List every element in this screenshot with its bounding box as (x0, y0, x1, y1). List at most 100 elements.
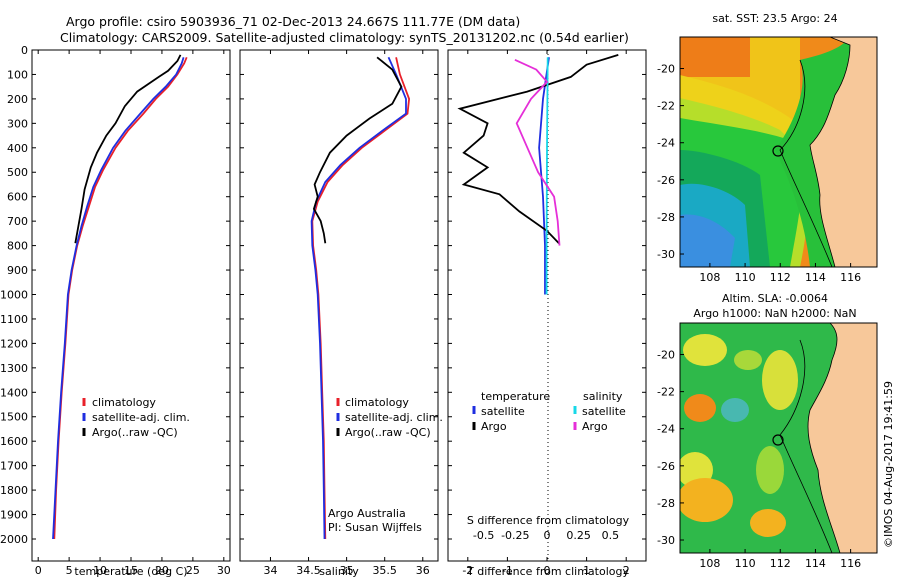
lat-tick-label: -28 (657, 497, 675, 510)
depth-tick-label: 200 (7, 93, 28, 106)
temperature-legend: climatology satellite-adj. clim. Argo(..… (82, 396, 190, 439)
s-diff-label: S difference from climatology (467, 514, 630, 527)
depth-tick-label: 300 (7, 117, 28, 130)
sst-argo-marker (772, 145, 784, 157)
sla-map: Altim. SLA: -0.0064 Argo h1000: NaN h200… (657, 292, 878, 570)
depth-tick-label: 600 (7, 191, 28, 204)
x-tick-label: 35 (340, 564, 354, 577)
depth-tick-label: 1400 (0, 386, 28, 399)
series-t-argo (457, 54, 619, 244)
lon-tick-label: 110 (735, 271, 756, 284)
series-satellite-adj-clim- (310, 56, 407, 540)
x-tick-label: 0 (544, 564, 551, 577)
difference-panel: -2 -1 0 1 2 -0.5 -0.25 0 0.25 0.5 S difference fr… (447, 49, 647, 578)
depth-tick-label: 1100 (0, 313, 28, 326)
depth-tick-label: 1900 (0, 509, 28, 522)
temperature-xlabel: temperature (deg C) (74, 565, 187, 578)
x-tick-label: 0 (35, 564, 42, 577)
legend-climatology: climatology (92, 396, 156, 409)
lon-tick-label: 108 (699, 557, 720, 570)
legend-satellite: satellite-adj. clim. (345, 411, 443, 424)
float-pi: PI: Susan Wijffels (328, 521, 422, 534)
x-tick-label: 5 (66, 564, 73, 577)
salinity-legend: climatology satellite-adj. clim. Argo(..… (336, 396, 443, 439)
s-diff-tick-label: -0.25 (501, 529, 529, 542)
x-tick-label: -1 (502, 564, 513, 577)
sla-title1: Altim. SLA: -0.0064 (722, 292, 828, 305)
sla-field (680, 323, 877, 553)
s-diff-tick-label: 0.25 (566, 529, 591, 542)
lon-tick-label: 114 (805, 271, 826, 284)
legend-climatology: climatology (345, 396, 409, 409)
sla-title2: Argo h1000: NaN h2000: NaN (693, 307, 856, 320)
temperature-panel: 0 5 10 15 20 25 300100200300400500600700800900… (0, 44, 231, 578)
legend-s-argo: Argo (582, 420, 608, 433)
x-tick-label: 36 (416, 564, 430, 577)
depth-tick-label: 1200 (0, 337, 28, 350)
depth-tick-label: 500 (7, 166, 28, 179)
lon-tick-label: 112 (770, 271, 791, 284)
legend-argo: Argo(..raw -QC) (345, 426, 431, 439)
s-diff-tick-label: -0.5 (473, 529, 494, 542)
sst-field (680, 37, 877, 267)
float-owner: Argo Australia (328, 507, 406, 520)
series-satellite-adj-clim- (52, 57, 185, 540)
series-s-satellite (545, 57, 549, 295)
legend-argo: Argo(..raw -QC) (92, 426, 178, 439)
depth-tick-label: 900 (7, 264, 28, 277)
lat-tick-label: -24 (657, 423, 675, 436)
lat-tick-label: -30 (657, 534, 675, 547)
sst-map: sat. SST: 23.5 Argo: 24 108 110 112 114 116 -… (657, 12, 878, 284)
depth-tick-label: 1800 (0, 484, 28, 497)
depth-tick-label: 1500 (0, 411, 28, 424)
depth-tick-label: 400 (7, 142, 28, 155)
s-diff-tick-label: 0 (544, 529, 551, 542)
x-tick-label: 35.5 (372, 564, 397, 577)
lat-tick-label: -30 (657, 248, 675, 261)
lat-tick-label: -20 (657, 349, 675, 362)
legend-s-satellite: satellite (582, 405, 626, 418)
series-climatology (311, 57, 411, 540)
series-argo-raw-qc- (74, 54, 182, 244)
depth-tick-label: 1700 (0, 460, 28, 473)
lon-tick-label: 112 (770, 557, 791, 570)
legend-t-argo: Argo (481, 420, 507, 433)
lat-tick-label: -24 (657, 137, 675, 150)
x-tick-label: 2 (623, 564, 630, 577)
title-line1: Argo profile: csiro 5903936_71 02-Dec-20… (66, 14, 520, 29)
series-t-satellite (538, 57, 550, 295)
lat-tick-label: -20 (657, 63, 675, 76)
x-tick-label: 10 (93, 564, 107, 577)
difference-legend: temperature salinity satellite Argo sate… (472, 390, 626, 433)
depth-tick-label: 1000 (0, 288, 28, 301)
legend-temperature-title: temperature (481, 390, 550, 403)
lat-tick-label: -22 (657, 386, 675, 399)
legend-t-satellite: satellite (481, 405, 525, 418)
lon-tick-label: 114 (805, 557, 826, 570)
depth-tick-label: 0 (21, 44, 28, 57)
sst-title: sat. SST: 23.5 Argo: 24 (712, 12, 837, 25)
lat-tick-label: -22 (657, 100, 675, 113)
series-argo-raw-qc- (312, 56, 403, 244)
legend-salinity-title: salinity (583, 390, 623, 403)
title-line2: Climatology: CARS2009. Satellite-adjuste… (60, 30, 629, 45)
depth-tick-label: 1300 (0, 362, 28, 375)
imos-credit: ©IMOS 04-Aug-2017 19:41:59 (882, 381, 895, 548)
depth-tick-label: 2000 (0, 533, 28, 546)
depth-tick-label: 100 (7, 68, 28, 81)
x-tick-label: 34 (263, 564, 277, 577)
sla-argo-marker (772, 434, 784, 446)
x-tick-label: 25 (186, 564, 200, 577)
lon-tick-label: 116 (840, 271, 861, 284)
x-tick-label: 30 (217, 564, 231, 577)
lat-tick-label: -26 (657, 174, 675, 187)
depth-tick-label: 800 (7, 240, 28, 253)
lon-tick-label: 110 (735, 557, 756, 570)
salinity-panel: 34 34.5 35 35.5 36 salinity climatology sate… (239, 49, 443, 578)
lon-tick-label: 108 (699, 271, 720, 284)
series-climatology (53, 56, 188, 540)
x-tick-label: -2 (462, 564, 473, 577)
x-tick-label: 34.5 (296, 564, 321, 577)
x-tick-label: 20 (155, 564, 169, 577)
